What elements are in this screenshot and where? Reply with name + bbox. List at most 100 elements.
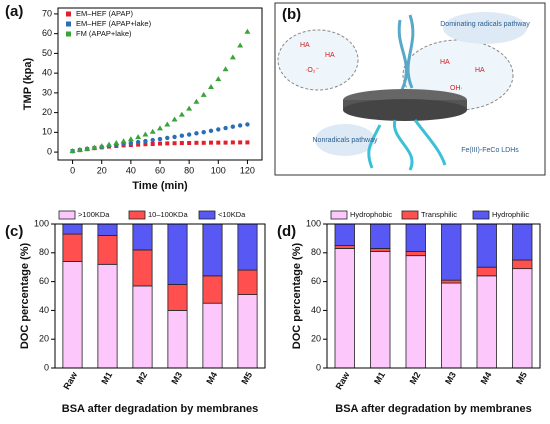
- y-tick-label: 70: [42, 8, 52, 18]
- panel-label: (b): [282, 6, 301, 23]
- marker: [245, 122, 250, 127]
- x-axis-title: BSA after degradation by membranes: [335, 403, 531, 415]
- marker: [201, 129, 206, 135]
- marker: [113, 140, 120, 146]
- bar-segment: [237, 269, 258, 295]
- y-tick-label: 20: [42, 107, 52, 117]
- marker: [229, 54, 236, 60]
- x-tick-label: 100: [211, 165, 226, 175]
- marker: [172, 134, 177, 140]
- bar-segment: [132, 249, 153, 287]
- x-tick-label: M2: [408, 370, 423, 386]
- marker: [84, 145, 91, 151]
- bar-segment: [202, 302, 223, 369]
- marker: [135, 139, 141, 145]
- panel-label: (c): [5, 223, 23, 240]
- marker: [216, 127, 221, 132]
- y-tick-label: 100: [306, 218, 321, 228]
- marker: [91, 144, 98, 150]
- membrane-bottom: [343, 99, 467, 121]
- x-tick-label: 40: [126, 165, 136, 175]
- diagram-panel: (b) Dominating radicals pathway Nonradic…: [274, 2, 546, 176]
- marker: [201, 140, 206, 145]
- legend-swatch: [128, 210, 146, 220]
- bar-segment: [370, 248, 391, 252]
- y-tick-label: 0: [316, 362, 321, 372]
- y-tick-label: 60: [39, 276, 49, 286]
- x-tick-label: M5: [514, 370, 529, 386]
- note: Dominating radicals pathway: [440, 21, 530, 28]
- y-tick-label: 20: [311, 334, 321, 344]
- x-tick-label: 60: [155, 165, 165, 175]
- y-axis-title: DOC percentage (%): [291, 242, 303, 349]
- y-tick-label: 40: [311, 305, 321, 315]
- plot-frame: [54, 223, 266, 369]
- marker: [215, 76, 222, 82]
- marker: [150, 142, 155, 147]
- bar-segment: [512, 223, 533, 261]
- marker: [186, 132, 192, 137]
- bar-segment: [202, 275, 223, 304]
- marker: [209, 140, 213, 145]
- bar-segment: [167, 223, 188, 285]
- marker: [237, 42, 244, 48]
- x-tick-label: M4: [479, 370, 494, 386]
- legend-swatch: [401, 210, 419, 220]
- marker: [164, 121, 171, 127]
- plot-frame: [326, 223, 541, 369]
- marker: [128, 140, 134, 146]
- x-tick-label: Raw: [334, 369, 352, 391]
- x-tick-label: 20: [97, 165, 107, 175]
- bubble-left: [277, 29, 359, 91]
- bar-segment: [476, 266, 497, 277]
- panel-label: (a): [5, 3, 23, 20]
- x-tick-label: M3: [443, 370, 458, 386]
- ha-label: HA: [300, 42, 310, 49]
- bar-segment: [132, 285, 153, 369]
- note: Nonradicals pathway: [313, 137, 378, 144]
- marker: [120, 138, 127, 144]
- hydroxyl-label: OH·: [450, 85, 463, 92]
- marker: [193, 98, 200, 104]
- marker: [136, 142, 141, 147]
- y-axis-title: DOC percentage (%): [19, 242, 31, 349]
- bar-segment: [405, 223, 426, 252]
- material-label: Fe(III)-FeCo LDHs: [461, 147, 519, 154]
- bar-segment: [167, 309, 188, 369]
- bar-segment: [62, 223, 83, 235]
- x-axis-title: Time (min): [132, 180, 188, 192]
- y-tick-label: 80: [311, 247, 321, 257]
- y-tick-label: 40: [39, 305, 49, 315]
- bar-segment: [334, 223, 355, 247]
- marker: [223, 125, 228, 131]
- legend-swatch: [66, 11, 71, 17]
- bar-segment: [97, 223, 118, 236]
- marker: [143, 142, 148, 147]
- y-tick-label: 100: [34, 218, 49, 228]
- x-tick-label: M4: [204, 370, 219, 386]
- marker: [69, 148, 76, 154]
- x-tick-label: 120: [240, 165, 255, 175]
- marker: [245, 140, 250, 145]
- bar-segment: [476, 275, 497, 369]
- legend-label: >100KDa: [78, 210, 110, 219]
- legend-swatch: [66, 31, 71, 37]
- legend-label: EM–HEF (APAP+lake): [76, 19, 152, 28]
- marker: [216, 140, 221, 145]
- marker: [142, 131, 149, 137]
- marker: [194, 131, 199, 136]
- ha-label: HA: [475, 67, 485, 74]
- marker: [172, 141, 177, 146]
- y-tick-label: 0: [44, 362, 49, 372]
- y-axis-title: TMP (kpa): [22, 57, 34, 110]
- legend-swatch: [330, 210, 348, 220]
- marker: [158, 141, 162, 146]
- bar-segment: [405, 255, 426, 369]
- marker: [106, 141, 112, 147]
- legend-swatch: [198, 210, 216, 220]
- marker: [127, 136, 134, 142]
- superoxide-label: ·O₂⁻: [305, 67, 319, 74]
- marker: [238, 140, 243, 145]
- legend-label: Hydrophobic: [350, 210, 392, 219]
- bar-segment: [202, 223, 223, 277]
